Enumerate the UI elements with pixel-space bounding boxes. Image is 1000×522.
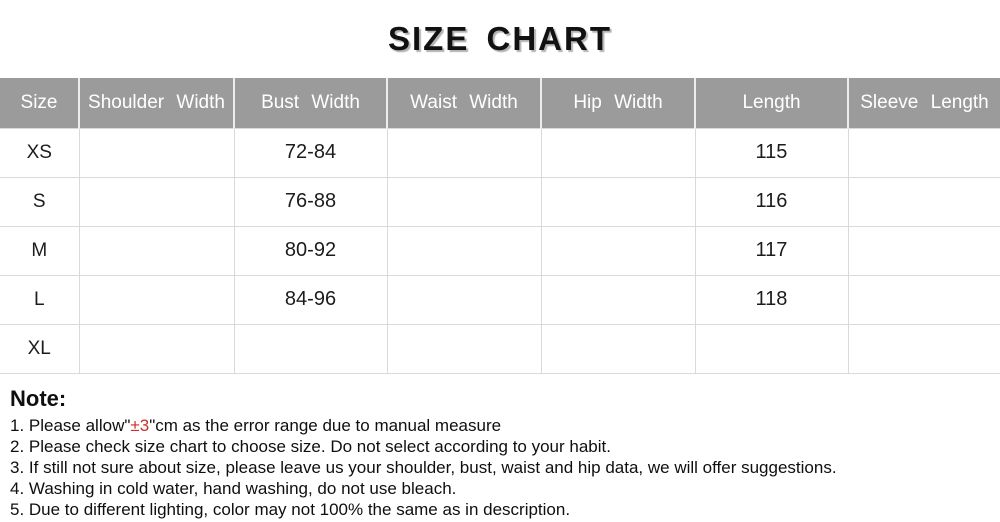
cell-size: XS xyxy=(0,127,80,178)
cell-length: 118 xyxy=(694,274,849,325)
cell-bust: 72-84 xyxy=(233,127,388,178)
error-range-value: ±3 xyxy=(130,415,150,435)
note-item-1-pre: 1. Please allow" xyxy=(10,415,131,435)
header-cell-sleeve-length: Sleeve Length xyxy=(848,78,1000,128)
title-bar: SIZE CHART xyxy=(0,0,1000,78)
cell-bust xyxy=(233,323,388,374)
cell-shoulder xyxy=(78,323,235,374)
note-item-1-post: "cm as the error range due to manual mea… xyxy=(149,415,502,435)
cell-hip xyxy=(540,225,696,276)
table-row-m: M 80-92 117 xyxy=(0,225,1000,276)
cell-shoulder xyxy=(78,127,235,178)
page-title: SIZE CHART xyxy=(388,20,612,57)
note-item-5: 5. Due to different lighting, color may … xyxy=(10,499,571,519)
cell-waist xyxy=(386,323,542,374)
cell-shoulder xyxy=(78,274,235,325)
cell-shoulder xyxy=(78,176,235,227)
cell-size: M xyxy=(0,225,80,276)
size-chart-table: Size Shoulder Width Bust Width Waist Wid… xyxy=(0,78,1000,374)
header-cell-shoulder-width: Shoulder Width xyxy=(79,78,235,128)
cell-bust: 80-92 xyxy=(233,225,388,276)
note-heading: Note: xyxy=(10,385,67,411)
note-item-3: 3. If still not sure about size, please … xyxy=(10,457,837,477)
table-row-l: L 84-96 118 xyxy=(0,274,1000,325)
table-row-xl: XL xyxy=(0,323,1000,374)
cell-sleeve xyxy=(847,127,1000,178)
note-item-2: 2. Please check size chart to choose siz… xyxy=(10,436,611,456)
cell-waist xyxy=(386,225,542,276)
cell-sleeve xyxy=(847,274,1000,325)
cell-length: 117 xyxy=(694,225,849,276)
note-item-4: 4. Washing in cold water, hand washing, … xyxy=(10,478,457,498)
cell-hip xyxy=(540,127,696,178)
cell-bust: 84-96 xyxy=(233,274,388,325)
cell-size: XL xyxy=(0,323,80,374)
cell-waist xyxy=(386,127,542,178)
cell-hip xyxy=(540,176,696,227)
cell-waist xyxy=(386,176,542,227)
cell-shoulder xyxy=(78,225,235,276)
cell-sleeve xyxy=(847,225,1000,276)
header-cell-hip-width: Hip Width xyxy=(541,78,696,128)
note-section: Note: 1. Please allow"±3"cm as the error… xyxy=(10,386,1000,520)
cell-hip xyxy=(540,274,696,325)
cell-bust: 76-88 xyxy=(233,176,388,227)
header-cell-waist-width: Waist Width xyxy=(387,78,542,128)
table-header-row: Size Shoulder Width Bust Width Waist Wid… xyxy=(0,78,1000,128)
cell-length xyxy=(694,323,849,374)
cell-length: 116 xyxy=(694,176,849,227)
header-cell-size: Size xyxy=(0,78,80,128)
table-row-xs: XS 72-84 115 xyxy=(0,127,1000,178)
cell-length: 115 xyxy=(694,127,849,178)
header-cell-bust-width: Bust Width xyxy=(234,78,388,128)
cell-hip xyxy=(540,323,696,374)
cell-sleeve xyxy=(847,176,1000,227)
cell-sleeve xyxy=(847,323,1000,374)
header-cell-length: Length xyxy=(695,78,849,128)
note-item-1: 1. Please allow"±3"cm as the error range… xyxy=(10,415,1000,436)
cell-size: L xyxy=(0,274,80,325)
cell-size: S xyxy=(0,176,80,227)
table-row-s: S 76-88 116 xyxy=(0,176,1000,227)
cell-waist xyxy=(386,274,542,325)
